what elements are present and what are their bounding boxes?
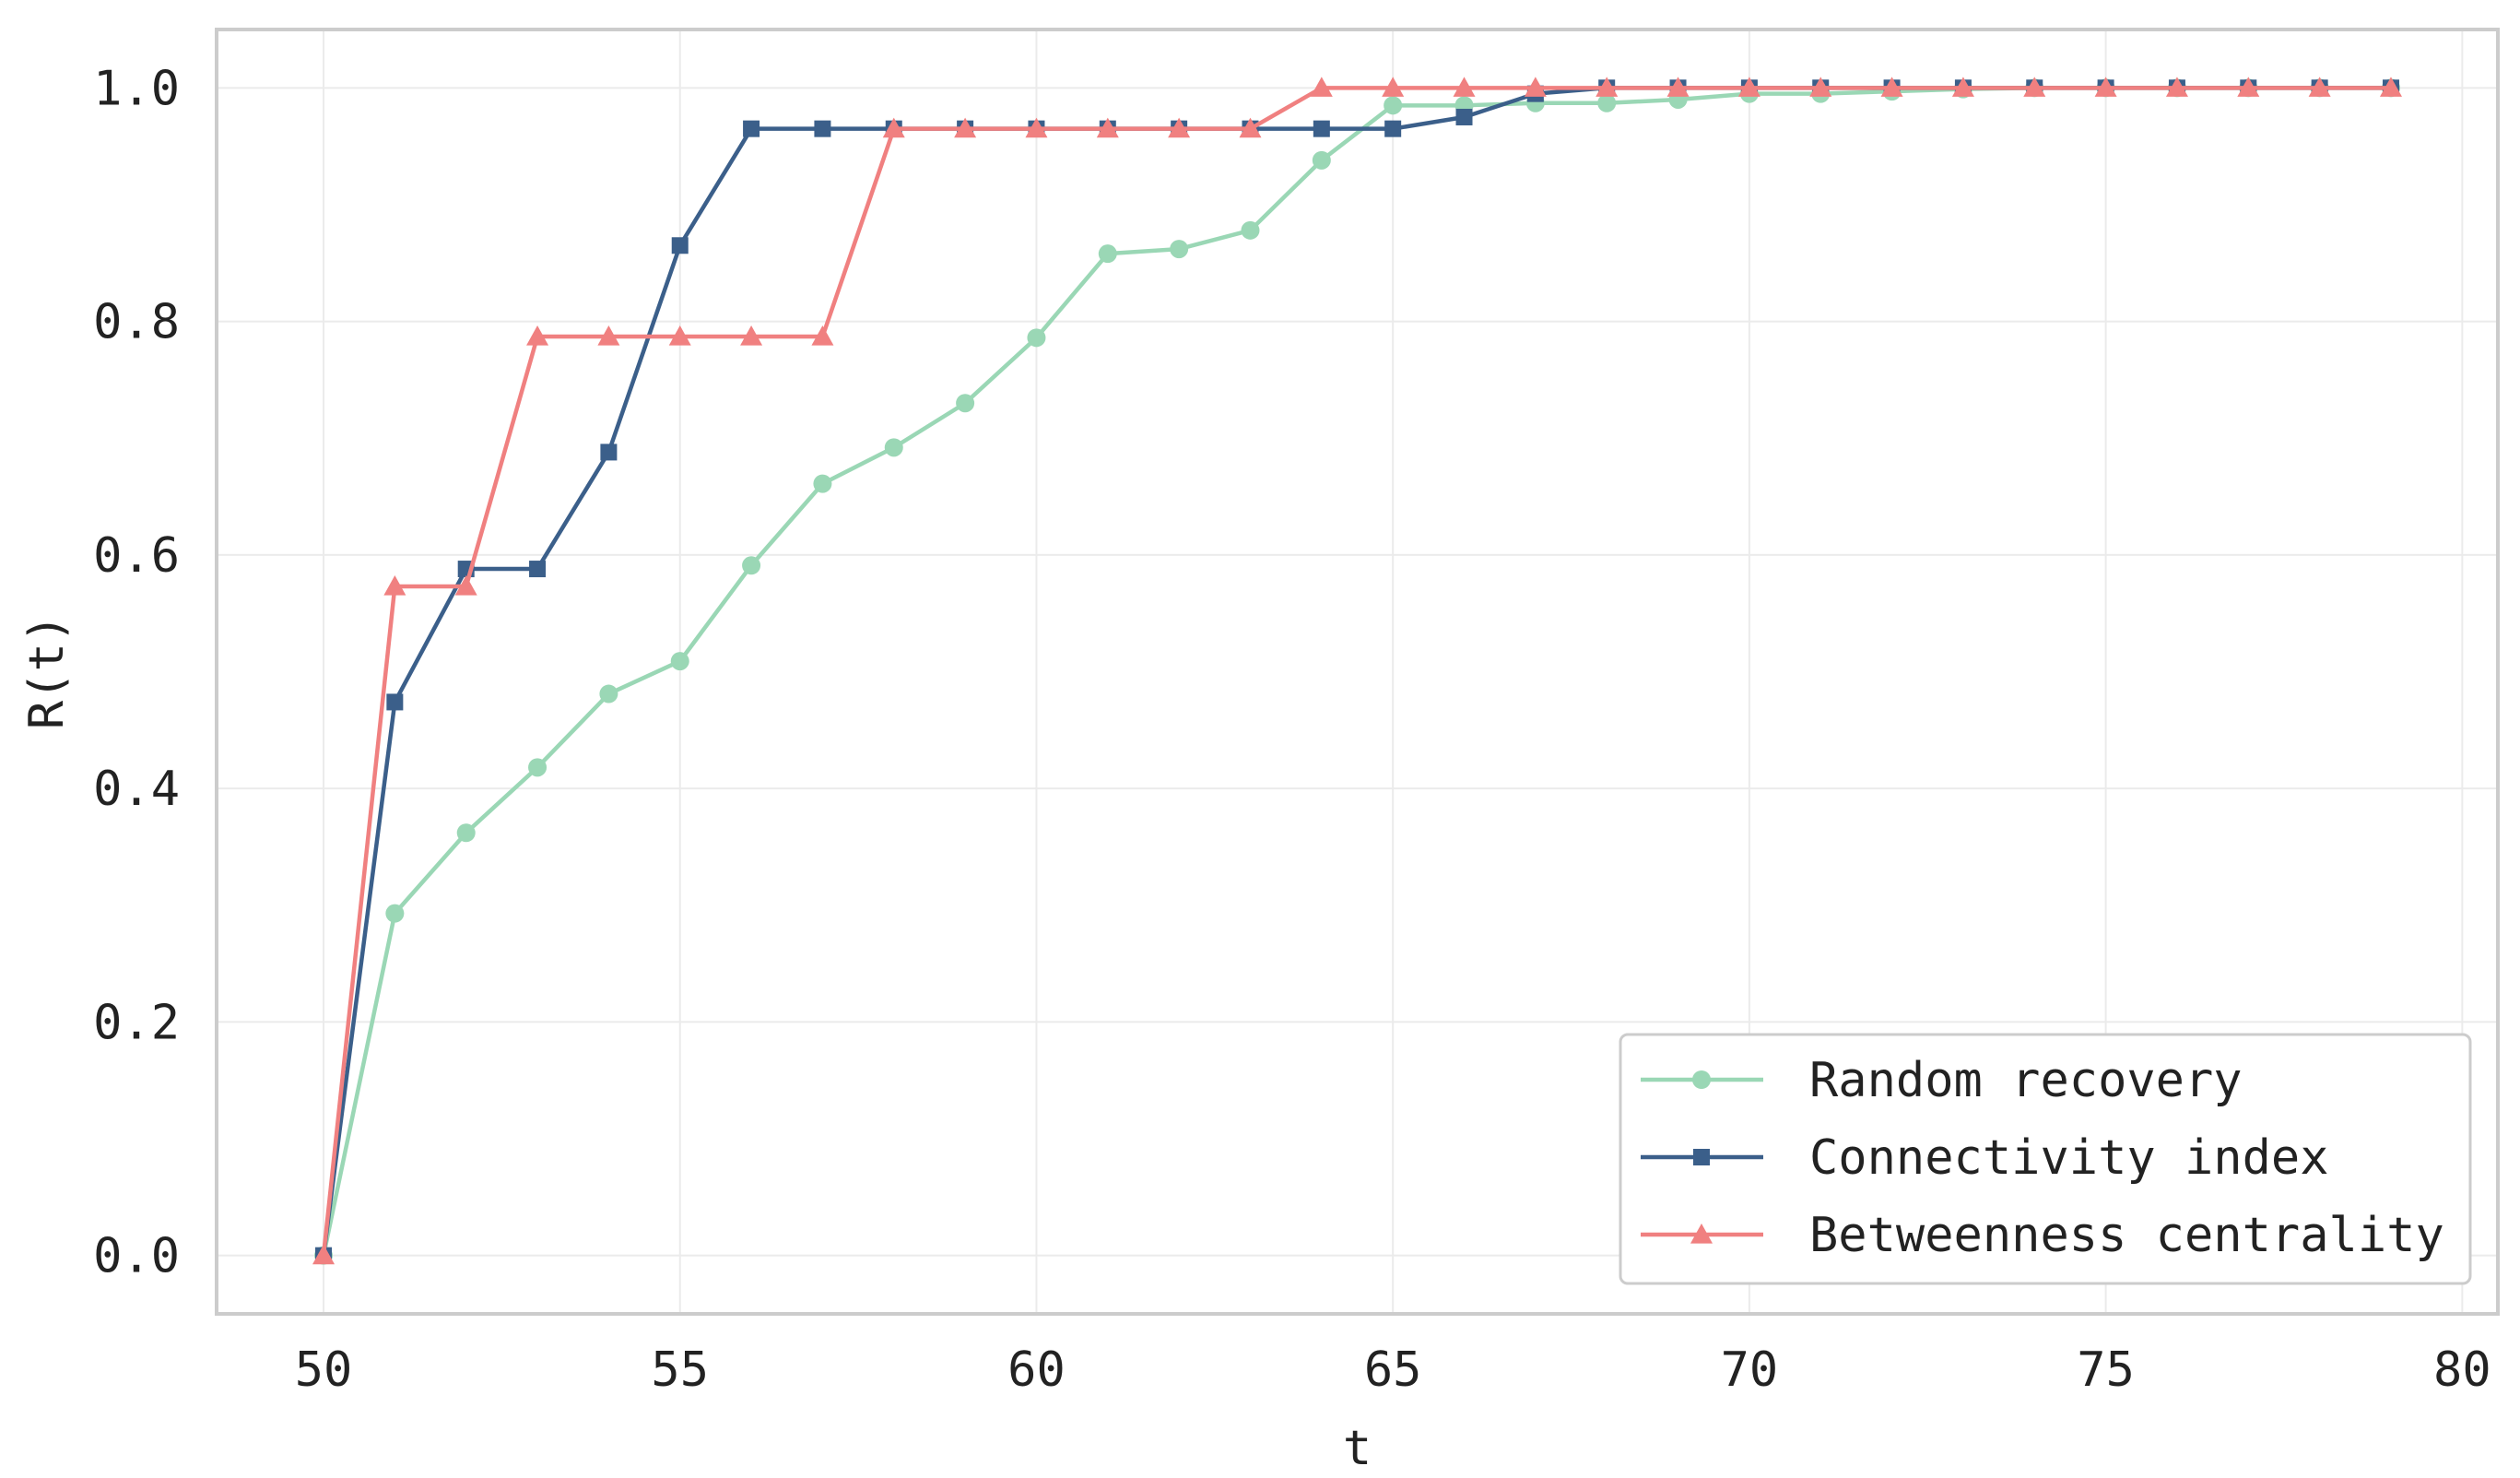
data-point xyxy=(671,237,689,254)
data-point xyxy=(383,575,406,596)
data-point xyxy=(1239,117,1262,138)
data-point xyxy=(1455,108,1473,125)
data-point xyxy=(1597,93,1617,112)
series-line xyxy=(321,86,2391,1256)
data-point xyxy=(528,758,548,777)
legend-marker xyxy=(1693,1149,1710,1165)
data-point xyxy=(1384,120,1402,137)
x-tick-label: 60 xyxy=(1007,1342,1066,1398)
data-point xyxy=(743,120,760,137)
legend: Random recovery Connectivity index Between… xyxy=(1619,1033,2472,1285)
data-point xyxy=(882,117,905,138)
y-axis-label: R(t) xyxy=(19,614,75,729)
y-tick-label: 0.2 xyxy=(93,995,180,1050)
data-point xyxy=(2165,77,2188,97)
series-2 xyxy=(312,77,2402,1265)
data-point xyxy=(2023,77,2046,97)
data-point xyxy=(884,438,903,457)
y-tick-label: 0.0 xyxy=(93,1229,180,1284)
x-tick-label: 75 xyxy=(2077,1342,2135,1398)
data-point xyxy=(1382,77,1405,97)
data-point xyxy=(813,474,832,493)
data-point xyxy=(742,556,761,575)
data-point xyxy=(2308,77,2331,97)
data-point xyxy=(1241,220,1260,240)
data-point xyxy=(526,325,549,346)
legend-item: Random recovery xyxy=(1641,1053,2243,1108)
legend-item: Betweenness centrality xyxy=(1641,1208,2444,1263)
y-axis-ticks: 0.0 0.2 0.4 0.6 0.8 1.0 xyxy=(93,61,180,1283)
legend-label: Betweenness centrality xyxy=(1809,1208,2444,1263)
data-point xyxy=(385,904,405,923)
y-tick-label: 0.8 xyxy=(93,295,180,350)
legend-item: Connectivity index xyxy=(1641,1130,2329,1186)
data-point xyxy=(811,325,834,346)
legend-label: Connectivity index xyxy=(1809,1130,2329,1186)
legend-marker xyxy=(1690,1224,1713,1244)
legend-label: Random recovery xyxy=(1809,1053,2243,1108)
x-tick-label: 55 xyxy=(651,1342,709,1398)
x-tick-label: 80 xyxy=(2433,1342,2491,1398)
data-point xyxy=(529,561,547,578)
data-point xyxy=(668,325,691,346)
data-point xyxy=(1453,77,1476,97)
data-point xyxy=(1666,77,1690,97)
y-tick-label: 0.4 xyxy=(93,762,180,817)
data-point xyxy=(2237,77,2260,97)
data-point xyxy=(2379,77,2402,97)
data-point xyxy=(312,1244,336,1265)
data-point xyxy=(599,684,618,704)
x-tick-label: 50 xyxy=(295,1342,353,1398)
data-point xyxy=(1951,77,1974,97)
data-point xyxy=(1096,117,1119,138)
legend-box xyxy=(1619,1033,2472,1285)
data-point xyxy=(1596,77,1619,97)
data-point xyxy=(1313,120,1330,137)
data-point xyxy=(600,443,618,461)
data-point xyxy=(1809,77,1832,97)
x-axis-ticks: 50 55 60 65 70 75 80 xyxy=(295,1342,2491,1398)
data-point xyxy=(814,120,831,137)
x-tick-label: 65 xyxy=(1364,1342,1422,1398)
data-point xyxy=(1737,77,1760,97)
data-point xyxy=(1027,328,1046,348)
data-point xyxy=(1168,117,1191,138)
legend-items: Random recovery Connectivity index Between… xyxy=(1641,1053,2444,1263)
data-point xyxy=(1025,117,1048,138)
legend-marker xyxy=(1692,1070,1711,1089)
data-point xyxy=(1524,77,1547,97)
grid xyxy=(217,30,2498,1314)
series-layer xyxy=(312,77,2402,1265)
data-point xyxy=(1098,244,1117,264)
data-point xyxy=(1384,96,1403,115)
data-point xyxy=(454,575,477,596)
data-point xyxy=(456,823,476,843)
plot-frame xyxy=(215,28,2500,1316)
y-tick-label: 0.6 xyxy=(93,528,180,584)
data-point xyxy=(1880,77,1903,97)
data-point xyxy=(954,117,977,138)
data-point xyxy=(740,325,763,346)
data-point xyxy=(597,325,620,346)
data-point xyxy=(956,394,975,413)
x-axis-label: t xyxy=(1343,1421,1372,1474)
data-point xyxy=(670,652,689,671)
data-point xyxy=(1312,150,1331,170)
data-point xyxy=(1310,77,1333,97)
x-tick-label: 70 xyxy=(1721,1342,1779,1398)
data-point xyxy=(2094,77,2117,97)
data-point xyxy=(1170,240,1189,259)
data-point xyxy=(386,693,404,711)
y-tick-label: 1.0 xyxy=(93,61,180,116)
